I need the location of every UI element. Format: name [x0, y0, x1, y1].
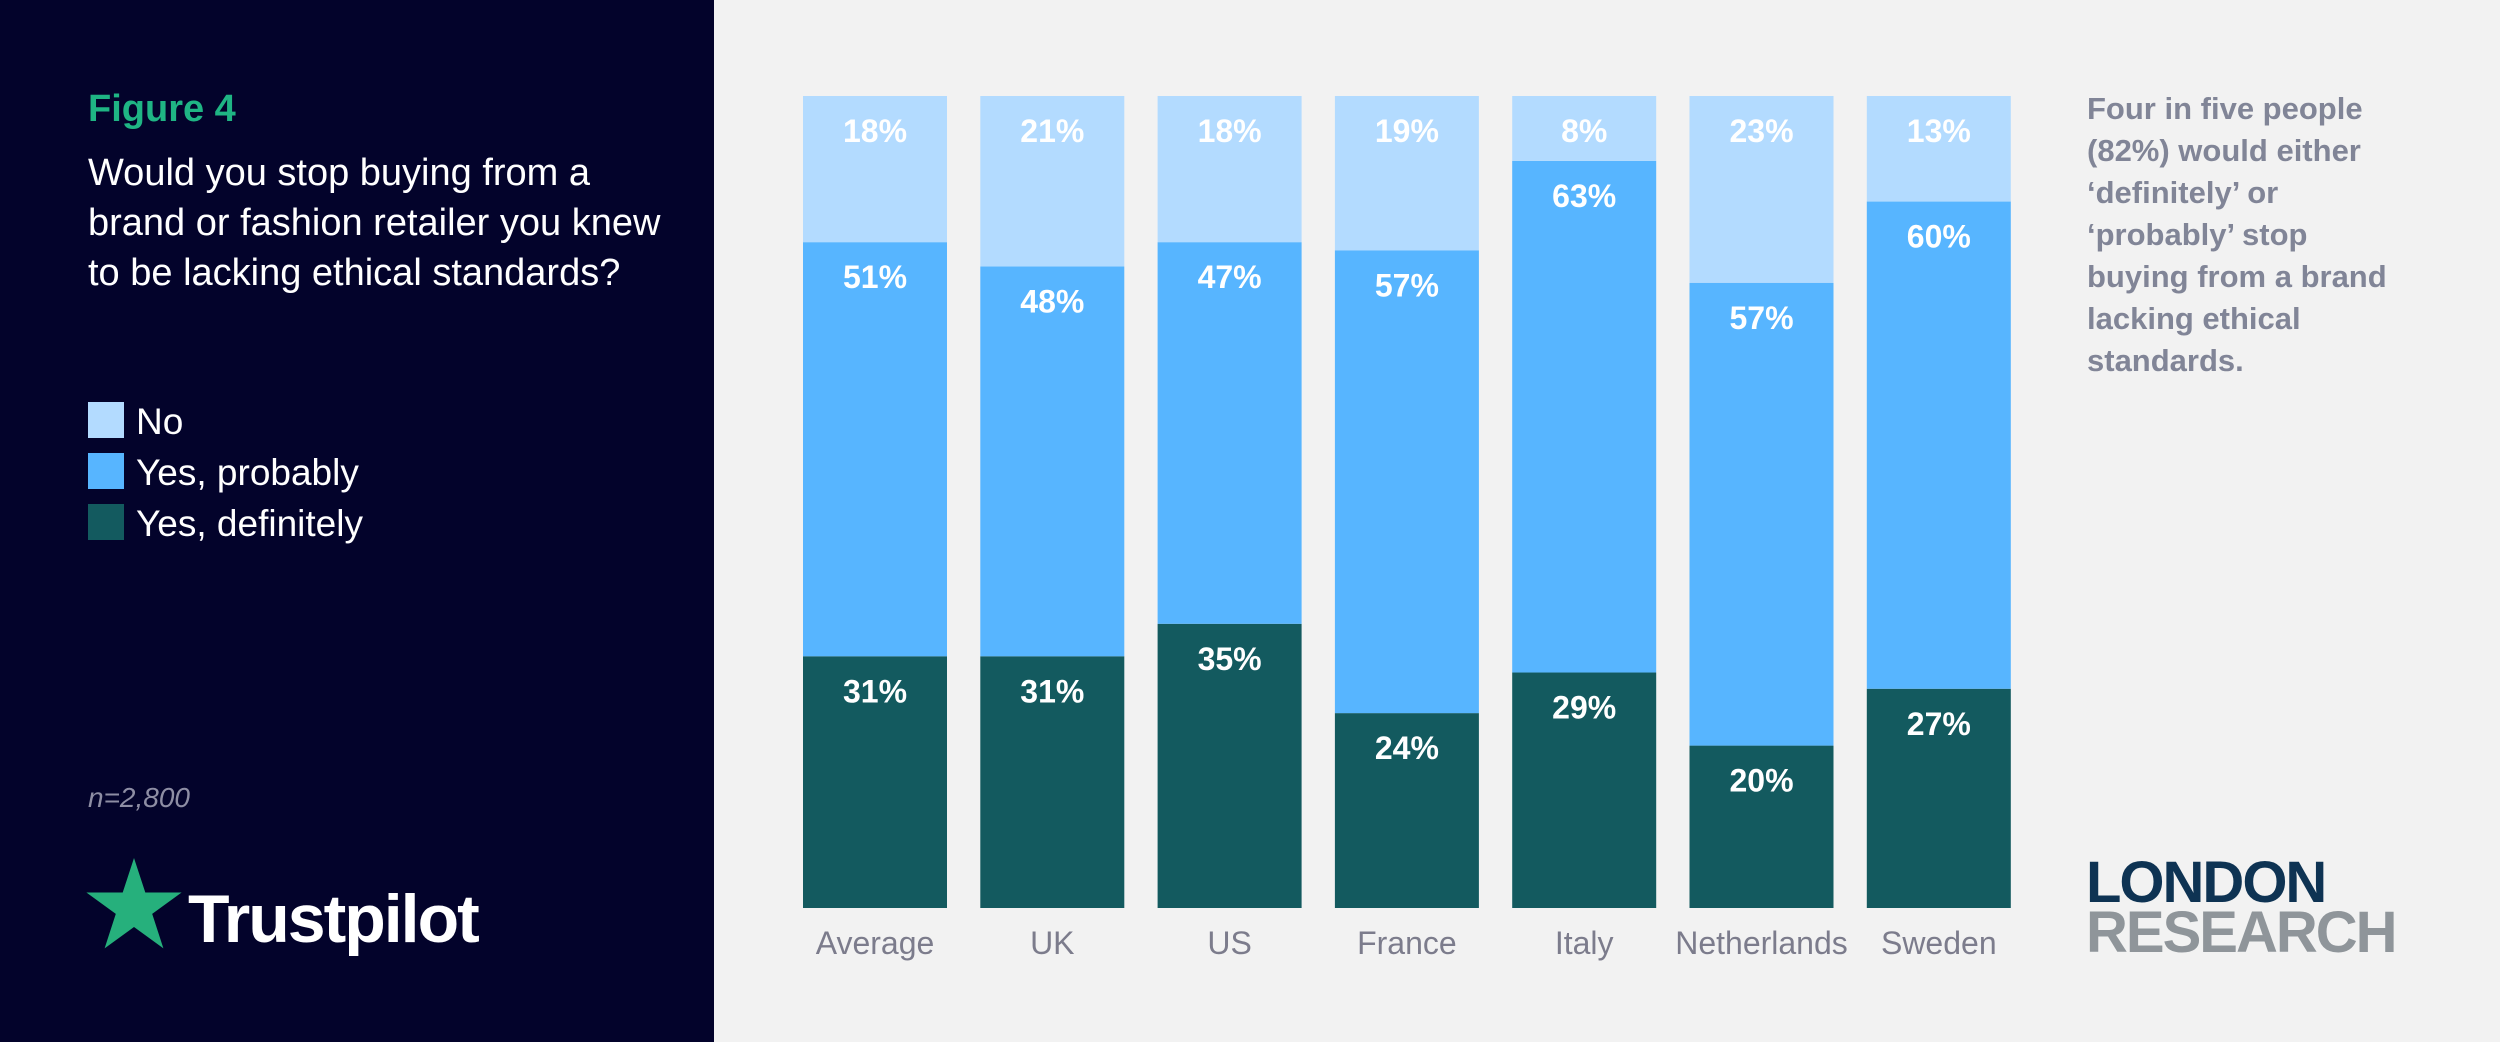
data-label-netherlands-yes-definitely: 20% — [1729, 763, 1793, 799]
legend-label-yes-probably: Yes, probably — [136, 452, 359, 493]
category-label-uk: UK — [1030, 925, 1074, 961]
bar-us-no — [1157, 96, 1302, 243]
bar-uk-yes-definitely — [980, 656, 1125, 908]
chart-question: Would you stop buying from a brand or fa… — [88, 152, 661, 294]
data-label-netherlands-no: 23% — [1729, 113, 1793, 149]
data-label-france-yes-definitely: 24% — [1375, 730, 1439, 766]
category-label-average: Average — [816, 925, 935, 961]
data-label-uk-yes-definitely: 31% — [1020, 673, 1084, 709]
data-label-italy-no: 8% — [1561, 113, 1607, 149]
bar-us-yes-definitely — [1157, 623, 1302, 908]
legend-swatch-yes-probably — [88, 453, 124, 489]
legend-swatch-no — [88, 402, 124, 438]
bar-uk-yes-probably — [980, 266, 1125, 657]
left-panel: Figure 4 Would you stop buying from a br… — [0, 0, 714, 1042]
data-label-sweden-no: 13% — [1907, 113, 1971, 149]
data-label-us-yes-probably: 47% — [1198, 259, 1262, 295]
bar-uk-no — [980, 96, 1125, 267]
data-label-average-yes-probably: 51% — [843, 259, 907, 295]
bar-sweden-yes-definitely — [1866, 688, 2011, 908]
category-label-netherlands: Netherlands — [1675, 925, 1848, 961]
london-research-logo: LONDON RESEARCH — [2086, 850, 2397, 965]
figure-label: Figure 4 — [88, 88, 236, 130]
bar-sweden-no — [1866, 96, 2011, 202]
bar-france-no — [1334, 96, 1479, 251]
data-label-average-yes-definitely: 31% — [843, 673, 907, 709]
data-label-uk-yes-probably: 48% — [1020, 284, 1084, 320]
bar-average-yes-definitely — [803, 656, 947, 908]
data-label-us-yes-definitely: 35% — [1198, 641, 1262, 677]
sample-size-note: n=2,800 — [88, 782, 190, 813]
star-icon — [86, 858, 182, 949]
legend-label-no: No — [136, 401, 184, 442]
legend-label-yes-definitely: Yes, definitely — [136, 503, 363, 544]
bar-average-yes-probably — [803, 242, 947, 657]
data-label-italy-yes-definitely: 29% — [1552, 690, 1616, 726]
data-label-uk-no: 21% — [1020, 113, 1084, 149]
chart-annotation: Four in five people (82%) would either ‘… — [2087, 91, 2387, 378]
bar-france-yes-probably — [1334, 250, 1479, 714]
data-label-netherlands-yes-probably: 57% — [1729, 300, 1793, 336]
category-label-us: US — [1207, 925, 1251, 961]
trustpilot-wordmark: Trustpilot — [188, 881, 480, 957]
bar-netherlands-yes-definitely — [1689, 745, 1834, 908]
bar-us-yes-probably — [1157, 242, 1302, 624]
data-label-us-no: 18% — [1198, 113, 1262, 149]
bar-france-yes-definitely — [1334, 713, 1479, 908]
bar-netherlands-yes-probably — [1689, 282, 1834, 746]
data-label-france-yes-probably: 57% — [1375, 267, 1439, 303]
logo-line-london: LONDON — [2086, 850, 2327, 915]
data-label-sweden-yes-probably: 60% — [1907, 219, 1971, 255]
bar-italy-no — [1512, 96, 1657, 161]
category-label-france: France — [1357, 925, 1457, 961]
bar-italy-yes-probably — [1512, 160, 1657, 673]
data-label-italy-yes-probably: 63% — [1552, 178, 1616, 214]
bar-italy-yes-definitely — [1512, 672, 1657, 908]
data-label-sweden-yes-definitely: 27% — [1907, 706, 1971, 742]
bar-netherlands-no — [1689, 96, 1834, 283]
data-label-france-no: 19% — [1375, 113, 1439, 149]
bar-average-no — [803, 96, 947, 243]
category-label-sweden: Sweden — [1881, 925, 1997, 961]
logo-line-research: RESEARCH — [2086, 900, 2397, 965]
legend-swatch-yes-definitely — [88, 504, 124, 540]
bar-sweden-yes-probably — [1866, 201, 2011, 689]
data-label-average-no: 18% — [843, 113, 907, 149]
category-label-italy: Italy — [1555, 925, 1614, 961]
